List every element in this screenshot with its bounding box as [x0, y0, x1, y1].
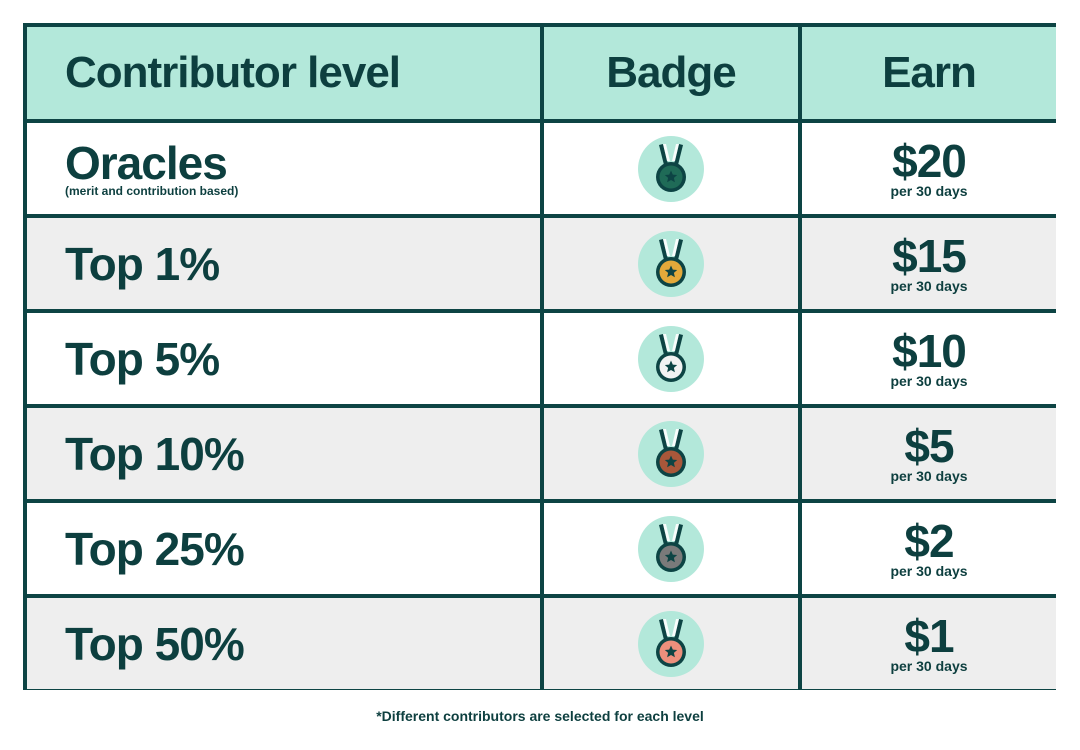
earn-period: per 30 days	[890, 277, 968, 294]
medal-icon	[637, 230, 705, 298]
medal-icon	[637, 325, 705, 393]
level-cell-top-25: Top 25%	[27, 503, 540, 594]
medal-icon	[637, 420, 705, 488]
earn-period: per 30 days	[890, 657, 968, 674]
earn-cell-top-5: $10 per 30 days	[802, 313, 1056, 404]
earn-cell-top-50: $1 per 30 days	[802, 598, 1056, 689]
medal-icon	[637, 135, 705, 203]
header-badge-label: Badge	[606, 48, 736, 97]
badge-cell-top-25	[544, 503, 798, 594]
badge-cell-top-5	[544, 313, 798, 404]
earn-amount: $10	[892, 324, 967, 377]
earn-amount: $2	[904, 514, 954, 567]
level-note: (merit and contribution based)	[65, 183, 239, 198]
earn-period: per 30 days	[890, 562, 968, 579]
earn-amount: $5	[904, 419, 954, 472]
level-cell-top-10: Top 10%	[27, 408, 540, 499]
level-cell-top-1: Top 1%	[27, 218, 540, 309]
header-contributor-level: Contributor level	[27, 27, 540, 119]
header-earn-label: Earn	[882, 48, 977, 97]
badge-cell-top-50	[544, 598, 798, 689]
medal-icon	[637, 515, 705, 583]
header-contributor-level-label: Contributor level	[65, 48, 401, 97]
earn-amount: $15	[892, 229, 967, 282]
badge-cell-top-1	[544, 218, 798, 309]
header-earn: Earn	[802, 27, 1056, 119]
header-badge: Badge	[544, 27, 798, 119]
level-name: Top 1%	[65, 237, 220, 290]
earn-period: per 30 days	[890, 182, 968, 199]
level-cell-top-50: Top 50%	[27, 598, 540, 689]
level-name: Top 25%	[65, 522, 245, 575]
footnote: *Different contributors are selected for…	[376, 708, 704, 724]
level-cell-oracles: Oracles (merit and contribution based)	[27, 123, 540, 214]
level-name: Top 50%	[65, 617, 245, 670]
earn-period: per 30 days	[890, 467, 968, 484]
medal-icon	[637, 610, 705, 678]
earn-cell-oracles: $20 per 30 days	[802, 123, 1056, 214]
level-cell-top-5: Top 5%	[27, 313, 540, 404]
level-name: Top 5%	[65, 332, 220, 385]
earn-period: per 30 days	[890, 372, 968, 389]
earn-amount: $20	[892, 134, 967, 187]
earn-amount: $1	[904, 609, 954, 662]
badge-cell-oracles	[544, 123, 798, 214]
earn-cell-top-10: $5 per 30 days	[802, 408, 1056, 499]
earn-cell-top-25: $2 per 30 days	[802, 503, 1056, 594]
earn-cell-top-1: $15 per 30 days	[802, 218, 1056, 309]
level-name: Top 10%	[65, 427, 245, 480]
badge-cell-top-10	[544, 408, 798, 499]
level-name: Oracles	[65, 136, 228, 189]
contributor-levels-table: Contributor level Badge Earn Oracles (mer…	[23, 23, 1056, 690]
